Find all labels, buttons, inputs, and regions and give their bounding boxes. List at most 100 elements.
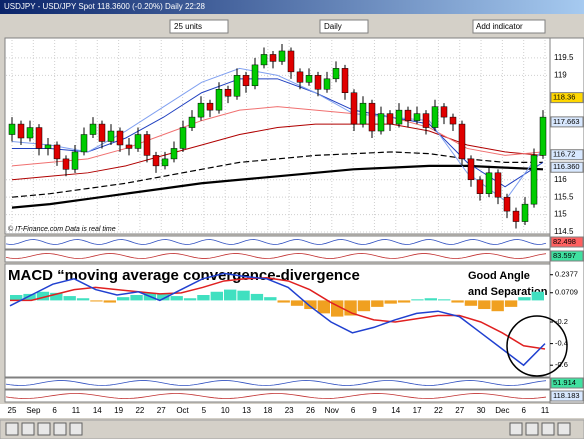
macd-tick-label: 0.2377 (555, 270, 578, 279)
strip-flag (550, 236, 584, 248)
timeframe-text: Daily (324, 22, 342, 31)
date-label: 17 (413, 406, 422, 415)
icon-button[interactable] (509, 422, 523, 436)
candle-body (413, 113, 421, 121)
date-label: 5 (202, 406, 207, 415)
annotation-circle (506, 315, 568, 377)
candle-body (467, 158, 475, 181)
date-label: Sep (26, 406, 41, 415)
histogram-bar (317, 300, 330, 314)
date-label: 23 (285, 406, 294, 415)
icon-button[interactable] (525, 422, 539, 436)
date-label: 26 (306, 406, 315, 415)
histogram-bar (518, 297, 531, 301)
icon-button[interactable] (21, 422, 35, 436)
icon-button[interactable] (37, 422, 51, 436)
date-label: 13 (242, 406, 251, 415)
candle-body (476, 179, 484, 194)
histogram-bar (384, 300, 397, 304)
price-tick-label: 119.5 (554, 53, 574, 62)
strip-flag-label: 83.597 (553, 251, 576, 260)
watermark: © IT-Finance.com Data is real time (8, 225, 116, 233)
histogram-bar (50, 292, 63, 301)
strip-flag-label: 51.914 (553, 378, 576, 387)
histogram-bar (103, 300, 116, 303)
histogram-bar (250, 293, 264, 301)
strip-flag-label: 82.498 (553, 237, 576, 246)
price-flag (550, 149, 584, 161)
strip-flag-label: 118.183 (553, 391, 580, 400)
candle-body (251, 64, 259, 87)
price-flag (550, 116, 584, 128)
candle-body (323, 78, 331, 90)
histogram-bar (371, 300, 384, 307)
add-indicator-dropdown[interactable] (472, 19, 546, 34)
candle-body (386, 113, 394, 125)
moving-average (11, 106, 544, 167)
icon-button[interactable] (5, 422, 19, 436)
moving-average (11, 151, 543, 198)
candle-body (368, 102, 376, 132)
moving-average (11, 123, 544, 181)
candle-body (62, 158, 70, 170)
price-flag-label: 118.36 (553, 93, 575, 102)
units-text: 25 units (174, 22, 202, 31)
candle-body (458, 123, 466, 160)
date-label: 11 (541, 406, 550, 415)
candle-body (278, 50, 286, 62)
date-label: 30 (477, 406, 486, 415)
candle-body (260, 54, 268, 66)
macd-line (9, 272, 546, 367)
date-label: Nov (325, 406, 339, 415)
bottom-toolbar (0, 419, 584, 439)
strip-line (5, 253, 547, 259)
icon-button[interactable] (541, 422, 555, 436)
histogram-bar (397, 300, 411, 303)
histogram-bar (210, 291, 223, 301)
candle-body (305, 75, 313, 83)
strip-flag (550, 250, 584, 262)
icon-button[interactable] (53, 422, 67, 436)
candle-body (350, 92, 358, 125)
price-tick-label: 115 (554, 210, 567, 219)
icon-button[interactable] (69, 422, 83, 436)
candle-body (242, 75, 250, 87)
candle-body (404, 109, 412, 121)
timeframe-dropdown[interactable] (319, 19, 369, 34)
units-dropdown[interactable] (169, 19, 229, 34)
histogram-bar (237, 290, 250, 301)
candle-body (179, 127, 187, 149)
candle-body (269, 54, 277, 62)
annotation: and Separation (468, 286, 548, 298)
candle-body (143, 134, 151, 156)
candle-body (134, 134, 142, 149)
candle-body (26, 127, 34, 139)
moving-average (11, 67, 544, 202)
histogram-bar (478, 300, 491, 310)
candle-body (170, 148, 178, 160)
candle-body (440, 106, 448, 118)
icon-button[interactable] (557, 422, 571, 436)
candle-body (395, 109, 403, 125)
macd-tick-label: -0.6 (555, 360, 568, 369)
price-tick-label: 116 (554, 175, 567, 184)
price-tick-label: 114.5 (554, 227, 574, 236)
candle-body (314, 75, 322, 90)
candle-body (161, 158, 169, 167)
strip-flag (550, 377, 584, 389)
candle-body (197, 102, 205, 118)
moving-average (11, 164, 544, 209)
strip-panel (4, 389, 551, 403)
candle-body (116, 130, 124, 146)
histogram-bar (264, 297, 277, 301)
histogram-bar (63, 296, 76, 301)
candle-body (53, 144, 61, 160)
date-label: 27 (455, 406, 464, 415)
date-label: 6 (52, 406, 57, 415)
candle-body (422, 113, 430, 128)
date-label: 6 (351, 406, 356, 415)
histogram-bar (130, 295, 143, 301)
add-indicator-text: Add indicator (476, 22, 523, 31)
candle-body (503, 196, 511, 212)
